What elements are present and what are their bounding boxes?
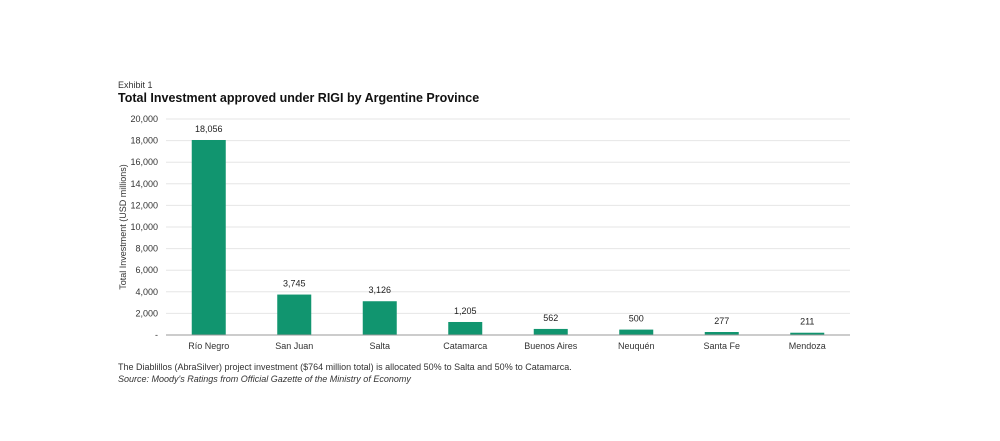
category-label: Catamarca	[443, 341, 487, 351]
bar	[448, 321, 483, 335]
chart-title: Total Investment approved under RIGI by …	[118, 91, 480, 105]
data-label: 3,126	[368, 285, 391, 295]
category-label: Buenos Aires	[524, 341, 578, 351]
data-label: 562	[543, 313, 558, 323]
category-label: Neuquén	[618, 341, 655, 351]
data-label: 18,056	[195, 124, 223, 134]
bar	[704, 332, 739, 335]
y-tick-label: 4,000	[135, 287, 158, 297]
category-label: Salta	[369, 341, 390, 351]
y-tick-label: 2,000	[135, 308, 158, 318]
footnote: The Diablillos (AbraSilver) project inve…	[118, 362, 572, 372]
category-label: Mendoza	[789, 341, 826, 351]
data-label: 277	[714, 316, 729, 326]
data-labels: 18,056 3,745 3,126 1,205 562 500 277 211	[195, 124, 814, 327]
data-label: 500	[629, 314, 644, 324]
y-tick-label: 12,000	[130, 200, 158, 210]
category-label: Río Negro	[188, 341, 229, 351]
y-tick-label: 10,000	[130, 222, 158, 232]
y-axis-ticks: - 2,000 4,000 6,000 8,000 10,000 12,000 14,000 1…	[130, 114, 158, 340]
category-label: Santa Fe	[703, 341, 740, 351]
y-tick-label: 20,000	[130, 114, 158, 124]
bar	[790, 332, 825, 335]
data-label: 211	[800, 317, 814, 327]
y-tick-label: 6,000	[135, 265, 158, 275]
bar	[533, 328, 568, 335]
x-axis-categories: Río Negro San Juan Salta Catamarca Buenos Ai…	[188, 341, 826, 351]
gridlines	[166, 118, 850, 314]
source-note: Source: Moody's Ratings from Official Ga…	[118, 374, 411, 384]
data-label: 1,205	[454, 306, 477, 316]
bars	[191, 139, 825, 335]
y-tick-label: 16,000	[130, 157, 158, 167]
category-label: San Juan	[275, 341, 313, 351]
bar	[619, 329, 654, 335]
y-tick-label: 14,000	[130, 179, 158, 189]
bar	[362, 301, 397, 335]
y-tick-label: 8,000	[135, 244, 158, 254]
y-tick-label: -	[155, 330, 158, 340]
bar	[277, 294, 312, 335]
y-tick-label: 18,000	[130, 136, 158, 146]
bar	[191, 139, 226, 335]
exhibit-label: Exhibit 1	[118, 80, 153, 90]
data-label: 3,745	[283, 279, 306, 289]
y-axis-label: Total Investment (USD millions)	[118, 164, 128, 290]
